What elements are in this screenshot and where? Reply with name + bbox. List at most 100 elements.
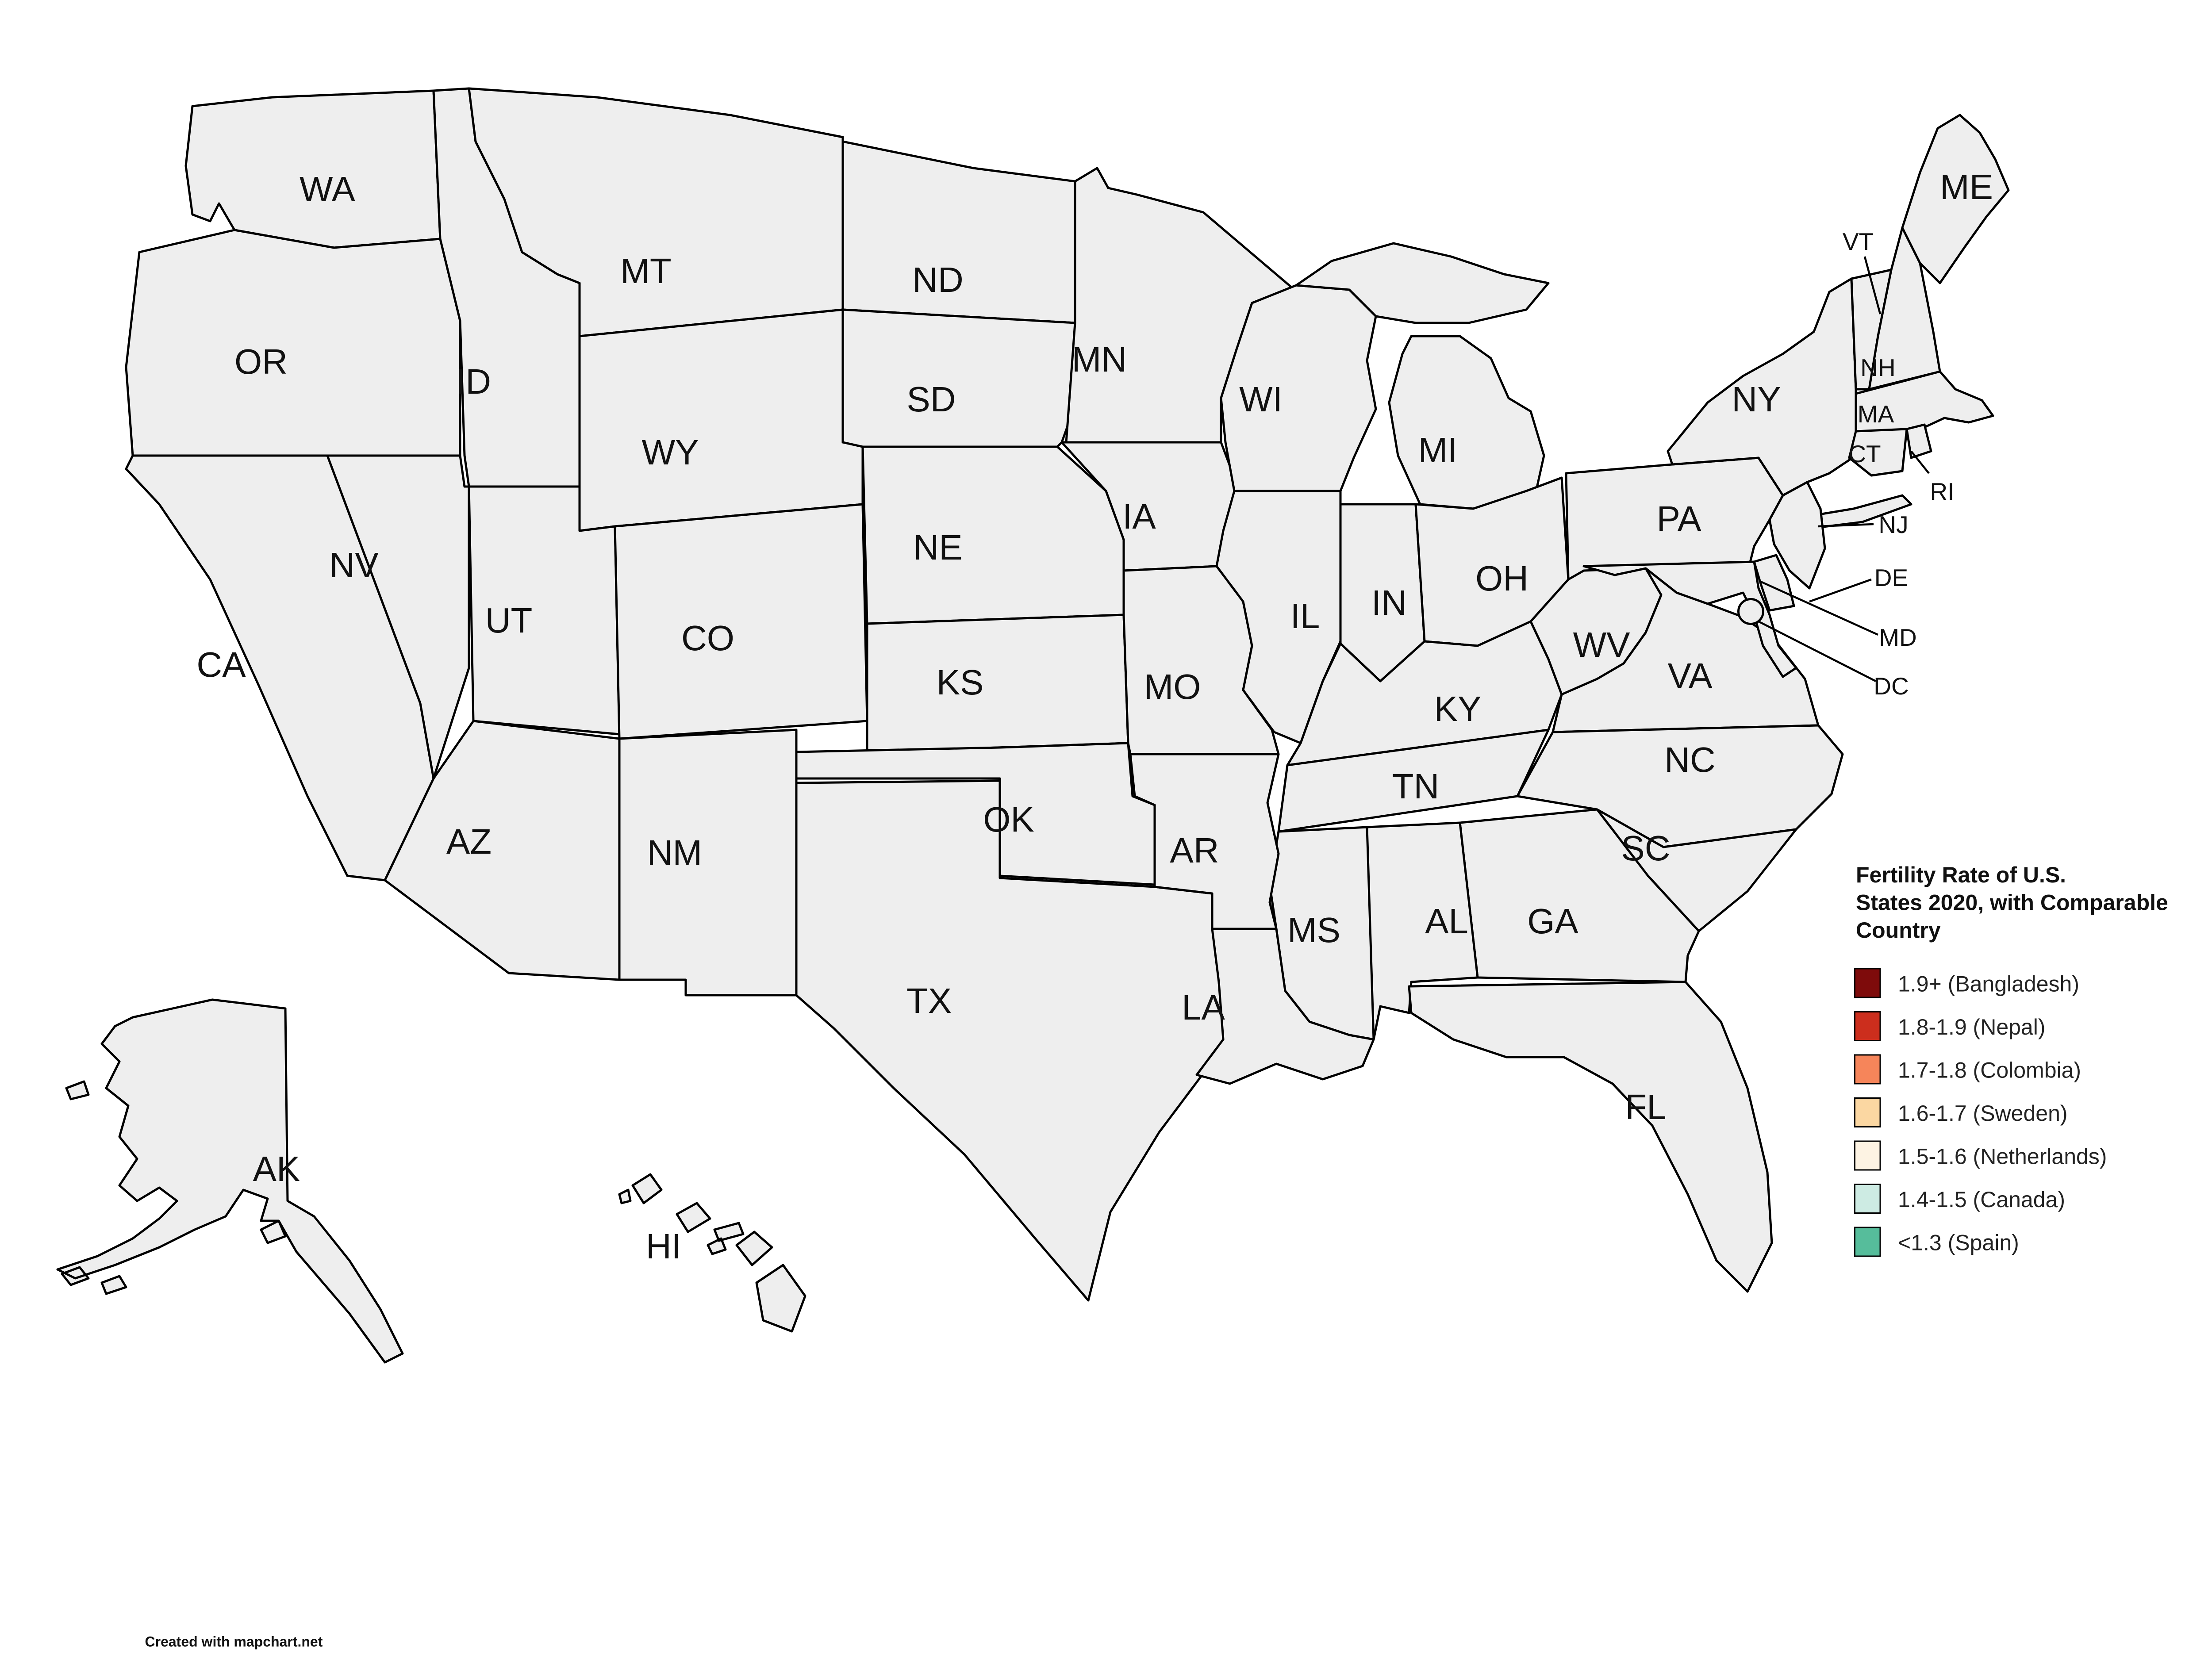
- state-label-ct: CT: [1848, 440, 1881, 468]
- state-label-wi: WI: [1239, 380, 1283, 419]
- state-label-mi: MI: [1418, 430, 1458, 470]
- state-label-nh: NH: [1860, 354, 1895, 381]
- callout-line-nj: [1818, 523, 1874, 528]
- legend-label-netherlands: 1.5-1.6 (Netherlands): [1898, 1144, 2107, 1169]
- state-label-ia: IA: [1122, 497, 1156, 536]
- state-nv[interactable]: [326, 454, 470, 780]
- state-label-ky: KY: [1434, 689, 1482, 728]
- state-label-nj: NJ: [1878, 511, 1908, 538]
- state-ga[interactable]: [1459, 808, 1700, 983]
- state-tx[interactable]: [795, 779, 1227, 1302]
- legend-label-colombia: 1.7-1.8 (Colombia): [1898, 1058, 2081, 1083]
- state-label-ma: MA: [1858, 400, 1894, 428]
- state-label-co: CO: [681, 618, 734, 658]
- state-md[interactable]: [1582, 560, 1797, 678]
- state-label-nd: ND: [912, 260, 964, 299]
- map-title-line-1: Fertility Rate of U.S.: [1856, 863, 2066, 887]
- state-ak[interactable]: [56, 998, 404, 1364]
- state-label-sc: SC: [1621, 828, 1670, 868]
- state-wy[interactable]: [578, 308, 864, 532]
- state-me[interactable]: [1901, 114, 2010, 284]
- state-label-mt: MT: [620, 251, 672, 291]
- state-label-ca: CA: [196, 645, 246, 684]
- state-label-dc: DC: [1874, 672, 1909, 700]
- state-label-wa: WA: [300, 169, 356, 209]
- state-nm[interactable]: [618, 728, 798, 997]
- state-sd[interactable]: [841, 308, 1085, 448]
- legend-swatch-nepal: [1854, 1011, 1881, 1041]
- state-label-ne: NE: [913, 528, 962, 567]
- state-label-de: DE: [1874, 564, 1908, 591]
- state-label-ok: OK: [983, 800, 1034, 839]
- legend-label-canada: 1.4-1.5 (Canada): [1898, 1187, 2065, 1212]
- state-label-ks: KS: [937, 663, 984, 702]
- callout-line-de: [1809, 578, 1872, 603]
- state-label-mn: MN: [1072, 340, 1127, 379]
- state-label-ms: MS: [1287, 910, 1340, 950]
- state-dc-dot[interactable]: [1737, 598, 1765, 625]
- state-label-sd: SD: [906, 380, 956, 419]
- callout-line-ri: [1910, 450, 1930, 474]
- state-label-ga: GA: [1527, 901, 1578, 941]
- state-mt[interactable]: [468, 87, 844, 337]
- legend-swatch-netherlands: [1854, 1140, 1881, 1171]
- state-label-id: ID: [456, 362, 491, 401]
- state-co[interactable]: [614, 503, 868, 740]
- legend-label-sweden: 1.6-1.7 (Sweden): [1898, 1101, 2068, 1126]
- legend-swatch-colombia: [1854, 1054, 1881, 1085]
- states-layer: [56, 87, 2010, 1364]
- state-nj[interactable]: [1768, 481, 1826, 590]
- state-label-wv: WV: [1573, 625, 1631, 664]
- state-la[interactable]: [1195, 928, 1375, 1085]
- state-de[interactable]: [1753, 554, 1795, 612]
- state-label-in: IN: [1371, 583, 1407, 622]
- state-hi[interactable]: [618, 1173, 806, 1333]
- map-title-line-2: States 2020, with Comparable: [1856, 890, 2168, 915]
- state-label-ri: RI: [1930, 478, 1955, 505]
- state-label-mo: MO: [1144, 667, 1201, 706]
- callout-line-md: [1760, 580, 1878, 636]
- callout-line-vt: [1863, 256, 1882, 314]
- callout-lines: [1758, 256, 1930, 682]
- legend-label-spain: <1.3 (Spain): [1898, 1230, 2019, 1255]
- state-label-ak: AK: [253, 1149, 300, 1189]
- state-label-or: OR: [234, 342, 288, 381]
- state-ct[interactable]: [1848, 428, 1908, 477]
- state-label-hi: HI: [646, 1227, 681, 1266]
- state-label-nv: NV: [329, 545, 379, 585]
- state-label-fl: FL: [1625, 1087, 1666, 1127]
- callout-line-dc: [1758, 620, 1877, 682]
- state-label-ny: NY: [1732, 380, 1781, 419]
- watermark: Created with mapchart.net: [145, 1634, 323, 1650]
- state-ri[interactable]: [1905, 423, 1932, 459]
- state-label-al: AL: [1425, 901, 1468, 941]
- state-label-tn: TN: [1392, 767, 1440, 806]
- state-label-la: LA: [1182, 988, 1225, 1027]
- state-label-wy: WY: [642, 433, 699, 472]
- legend-label-nepal: 1.8-1.9 (Nepal): [1898, 1015, 2046, 1039]
- state-label-va: VA: [1668, 656, 1713, 695]
- legend-swatch-spain: [1854, 1227, 1881, 1257]
- state-ks[interactable]: [866, 613, 1129, 753]
- map-title-line-3: Country: [1856, 918, 1941, 943]
- state-label-pa: PA: [1657, 499, 1701, 538]
- state-label-ar: AR: [1170, 831, 1219, 870]
- state-label-md: MD: [1879, 624, 1917, 651]
- legend-swatch-bangladesh: [1854, 968, 1881, 998]
- state-label-nm: NM: [647, 833, 702, 872]
- state-ne[interactable]: [861, 445, 1125, 625]
- state-label-tx: TX: [906, 981, 952, 1020]
- state-labels: WA OR CA NV ID MT WY UT CO AZ NM ND SD N…: [196, 167, 1993, 1266]
- map-title: Fertility Rate of U.S. States 2020, with…: [1856, 863, 2168, 943]
- state-label-ut: UT: [485, 601, 533, 640]
- state-fl[interactable]: [1408, 981, 1773, 1293]
- legend-swatch-canada: [1854, 1183, 1881, 1214]
- state-label-me: ME: [1940, 167, 1993, 207]
- state-or[interactable]: [125, 229, 461, 457]
- state-label-vt: VT: [1843, 228, 1874, 255]
- legend-label-bangladesh: 1.9+ (Bangladesh): [1898, 972, 2079, 997]
- state-label-az: AZ: [446, 822, 492, 861]
- legend-swatch-sweden: [1854, 1097, 1881, 1127]
